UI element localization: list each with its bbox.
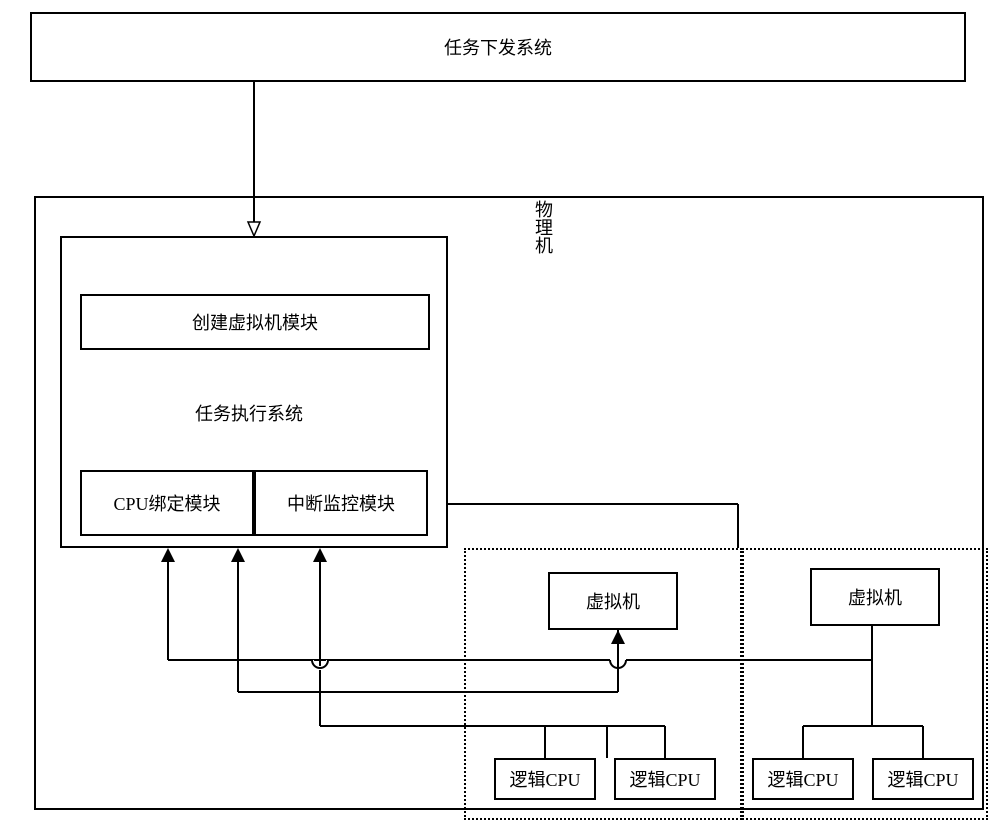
create-vm-label: 创建虚拟机模块 xyxy=(192,309,318,335)
interrupt-monitor-label: 中断监控模块 xyxy=(287,490,395,516)
cpu-binding-module-box: CPU绑定模块 xyxy=(80,470,254,536)
logic-cpu-4-box: 逻辑CPU xyxy=(872,758,974,800)
logic-cpu-2-box: 逻辑CPU xyxy=(614,758,716,800)
logic-cpu-2-label: 逻辑CPU xyxy=(629,766,700,792)
task-dispatch-label: 任务下发系统 xyxy=(444,34,552,60)
interrupt-monitor-module-box: 中断监控模块 xyxy=(254,470,428,536)
logic-cpu-3-box: 逻辑CPU xyxy=(752,758,854,800)
logic-cpu-4-label: 逻辑CPU xyxy=(887,766,958,792)
physical-machine-label: 物理机 xyxy=(530,200,556,254)
logic-cpu-3-label: 逻辑CPU xyxy=(767,766,838,792)
task-dispatch-system-box: 任务下发系统 xyxy=(30,12,966,82)
cpu-binding-label: CPU绑定模块 xyxy=(113,490,220,516)
vm1-box: 虚拟机 xyxy=(548,572,678,630)
task-exec-system-label: 任务执行系统 xyxy=(195,400,303,426)
vm2-box: 虚拟机 xyxy=(810,568,940,626)
logic-cpu-1-box: 逻辑CPU xyxy=(494,758,596,800)
vm1-label: 虚拟机 xyxy=(586,588,640,614)
create-vm-module-box: 创建虚拟机模块 xyxy=(80,294,430,350)
logic-cpu-1-label: 逻辑CPU xyxy=(509,766,580,792)
vm2-label: 虚拟机 xyxy=(848,584,902,610)
